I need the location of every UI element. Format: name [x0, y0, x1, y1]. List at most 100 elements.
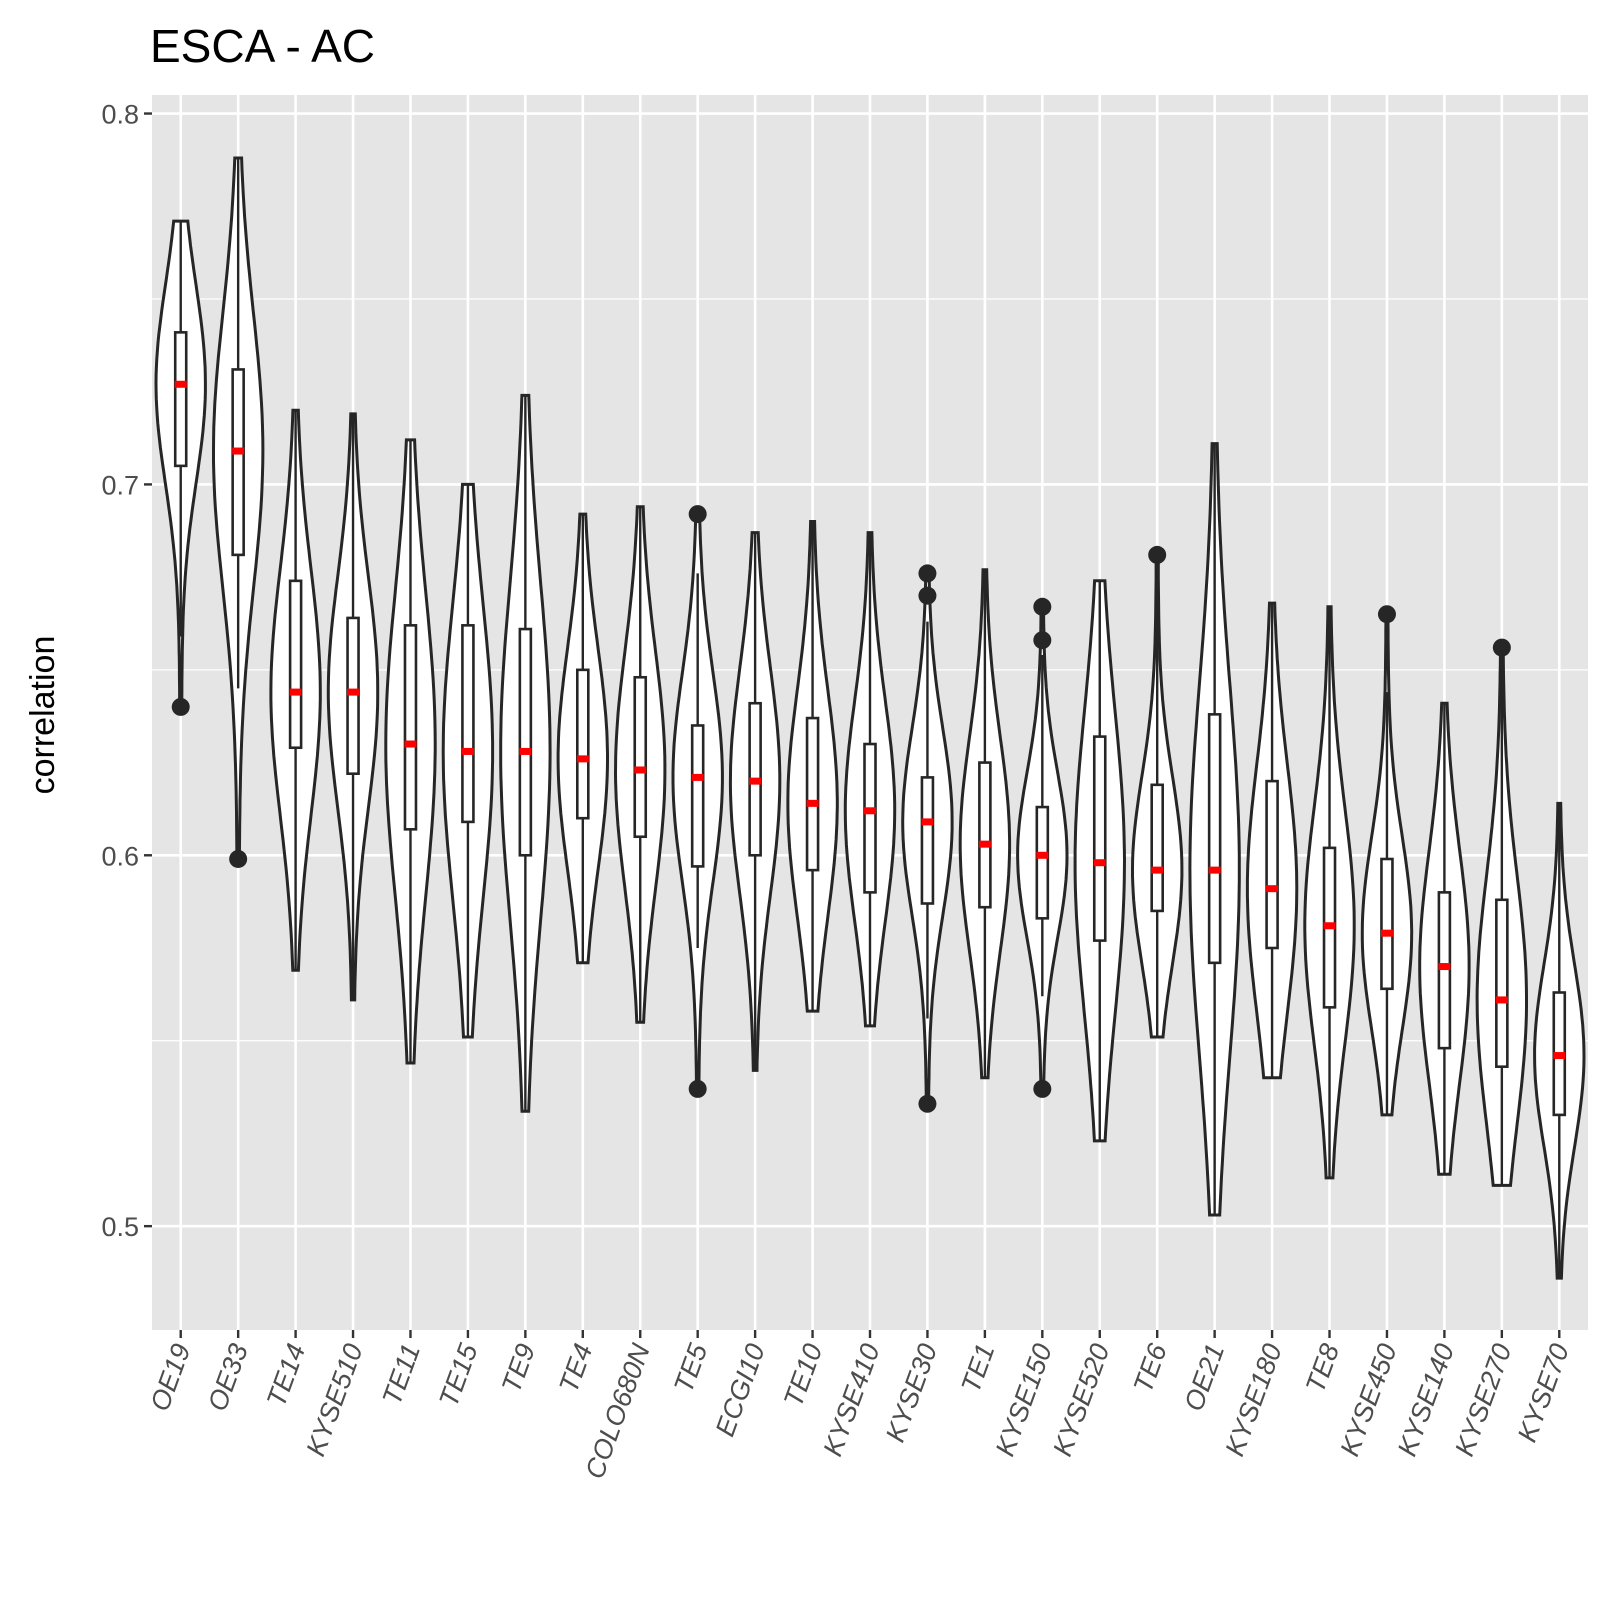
iqr-box	[1495, 898, 1509, 1068]
outlier-point	[918, 564, 937, 583]
outlier-point	[1033, 1079, 1052, 1098]
violin-oe19	[154, 219, 207, 716]
violin-oe33	[212, 156, 265, 868]
median-marker	[347, 688, 360, 696]
median-marker	[978, 840, 991, 848]
x-tick-label: KYSE410	[817, 1340, 885, 1460]
iqr-box	[288, 579, 303, 750]
violin-kyse510	[326, 412, 380, 1002]
iqr-box	[403, 624, 418, 831]
x-tick-label: TE5	[668, 1339, 713, 1397]
median-marker	[864, 807, 876, 815]
violin-oe21	[1188, 442, 1241, 1217]
x-tick-label: KYSE520	[1047, 1340, 1115, 1460]
iqr-box	[173, 331, 188, 468]
outlier-point	[1148, 545, 1167, 564]
iqr-box	[978, 761, 992, 909]
plot-panel	[152, 95, 1588, 1330]
iqr-box	[575, 668, 590, 820]
median-marker	[749, 777, 762, 785]
violin-colo680n	[613, 505, 667, 1024]
median-marker	[232, 447, 245, 455]
iqr-box	[1092, 735, 1107, 942]
x-tick-label: TE14	[261, 1340, 311, 1411]
x-tick-label: TE1	[955, 1340, 1000, 1397]
iqr-box	[1265, 779, 1279, 950]
violin-te1	[958, 568, 1012, 1080]
iqr-box	[1437, 891, 1452, 1050]
x-tick-label: OE21	[1178, 1340, 1230, 1415]
violin-kyse450	[1360, 605, 1414, 1117]
violin-kyse270	[1475, 638, 1528, 1187]
median-marker	[1093, 859, 1106, 867]
iqr-box	[1035, 805, 1050, 920]
violin-kyse150	[1016, 597, 1069, 1098]
x-tick-label: KYSE70	[1512, 1340, 1575, 1446]
median-marker	[404, 740, 417, 748]
outlier-point	[1377, 605, 1396, 624]
x-tick-label: KYSE180	[1219, 1340, 1287, 1460]
iqr-box	[633, 675, 648, 839]
x-tick-label: OE19	[145, 1340, 197, 1415]
median-marker	[1553, 1052, 1566, 1060]
median-marker	[1036, 851, 1049, 859]
x-tick-label: ECGI10	[710, 1340, 771, 1441]
outlier-point	[688, 505, 707, 524]
violin-te14	[269, 408, 322, 972]
y-tick-label: 0.8	[101, 100, 139, 130]
x-tick-label: TE4	[553, 1340, 598, 1397]
violin-kyse30	[901, 564, 954, 1113]
violin-kyse520	[1073, 579, 1127, 1143]
violin-te9	[499, 393, 552, 1113]
median-marker	[1438, 963, 1451, 971]
median-marker	[691, 773, 704, 781]
iqr-box	[461, 624, 475, 824]
median-marker	[921, 818, 934, 826]
median-marker	[576, 755, 589, 763]
median-marker	[1151, 866, 1164, 874]
iqr-box	[863, 742, 877, 894]
outlier-point	[1033, 597, 1052, 616]
y-tick-label: 0.6	[101, 841, 139, 871]
iqr-box	[346, 616, 360, 775]
violin-te5	[671, 505, 724, 1098]
x-tick-label: KYSE30	[880, 1340, 943, 1446]
x-tick-label: KYSE140	[1392, 1340, 1460, 1460]
violin-te15	[441, 482, 495, 1039]
x-tick-label: KYSE510	[300, 1340, 368, 1460]
outlier-point	[918, 586, 937, 605]
outlier-point	[918, 1094, 937, 1113]
median-marker	[461, 747, 474, 755]
outlier-point	[1033, 631, 1052, 650]
median-marker	[1380, 929, 1393, 937]
y-tick-label: 0.5	[101, 1212, 139, 1242]
chart-title: ESCA - AC	[150, 20, 375, 72]
median-marker	[634, 766, 647, 774]
iqr-box	[1380, 857, 1394, 991]
iqr-box	[518, 627, 533, 857]
violin-te11	[384, 438, 437, 1065]
outlier-point	[171, 697, 190, 716]
violin-ecgi10	[728, 531, 782, 1072]
x-tick-label: TE6	[1128, 1339, 1173, 1397]
outlier-point	[1492, 638, 1511, 657]
violin-te8	[1303, 605, 1356, 1180]
y-axis-label: correlation	[24, 636, 62, 795]
x-tick-label: TE9	[496, 1340, 541, 1397]
x-tick-label: KYSE450	[1334, 1340, 1402, 1460]
iqr-box	[690, 724, 705, 868]
median-marker	[1266, 885, 1279, 893]
median-marker	[174, 380, 187, 388]
violin-kyse140	[1418, 701, 1471, 1176]
violin-te4	[556, 512, 609, 965]
iqr-box	[231, 368, 245, 557]
x-tick-label: TE15	[433, 1339, 484, 1411]
violin-kyse410	[843, 531, 897, 1028]
y-tick-label: 0.7	[101, 470, 139, 500]
y-axis: 0.5 0.6 0.7 0.8	[101, 100, 152, 1242]
x-tick-label: KYSE270	[1449, 1340, 1517, 1460]
iqr-box	[920, 776, 935, 905]
